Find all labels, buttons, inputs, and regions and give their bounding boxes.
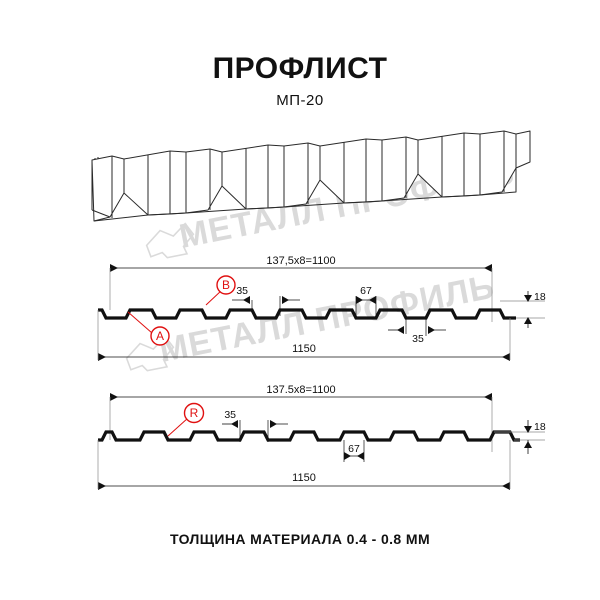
profile-bottom-outline [98,430,520,442]
isometric-sheet-view [91,130,531,222]
marker-r: R [167,402,205,437]
dim-overall-bottom-label: 137.5x8=1100 [266,384,335,396]
dim-35-top-label: 35 [236,285,248,297]
dim-67-top [355,296,377,316]
dim-35-bottom-top-section-label: 35 [412,333,424,345]
dim-35-bottom [222,420,288,442]
page-subtitle: МП-20 [276,92,324,109]
dim-overall-bottom [109,393,493,452]
dim-height-top-label: 18 [534,291,546,303]
dim-35-bottom-label: 35 [224,409,236,421]
dim-height-bottom [494,420,545,454]
dim-height-bottom-label: 18 [534,421,546,433]
dim-overall-top [109,264,493,322]
dim-67-bottom-label: 67 [348,443,360,455]
dim-67-bottom [343,440,365,462]
dim-overall-top-label: 137,5x8=1100 [266,255,335,267]
marker-a-label: A [156,329,164,343]
dim-height-top [500,291,545,328]
material-thickness-note: ТОЛЩИНА МАТЕРИАЛА 0.4 - 0.8 ММ [169,531,431,547]
marker-b: B [205,275,236,306]
dim-67-top-label: 67 [360,285,372,297]
profile-top-section: 137,5x8=1100 35 67 [97,255,546,361]
dim-35-bottom-top-section [388,316,446,336]
dim-total-top [97,310,511,361]
profile-top-outline [98,308,516,320]
dim-total-top-label: 1150 [292,343,316,355]
dim-35-top [232,296,300,316]
watermark-lower: МЕТАЛЛ ПРОФИЛЬ [125,268,498,372]
dim-total-bottom-label: 1150 [292,472,316,484]
marker-a: A [127,311,170,346]
profile-bottom-section: 137.5x8=1100 35 67 [97,384,546,490]
dim-total-bottom [97,440,511,490]
marker-b-label: B [222,278,230,292]
marker-r-label: R [190,406,199,420]
page-title: ПРОФЛИСТ [212,52,388,85]
